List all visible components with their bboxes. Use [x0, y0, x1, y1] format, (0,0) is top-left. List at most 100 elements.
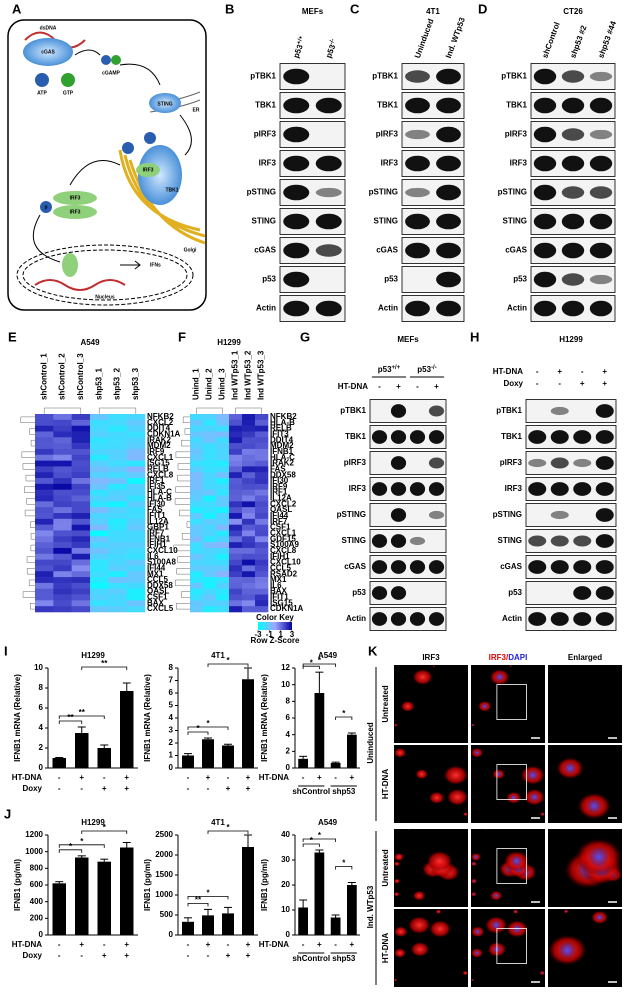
heatmap-cell — [242, 606, 256, 613]
error-bar — [77, 726, 86, 733]
band — [283, 155, 310, 172]
bar — [182, 921, 194, 935]
heatmap-cell — [126, 501, 146, 508]
band — [533, 213, 557, 230]
condition-mark: - — [536, 367, 539, 376]
label: IRF3 — [143, 167, 154, 173]
heatmap-cell — [229, 501, 243, 508]
row-label: pTBK1 — [496, 406, 522, 415]
heatmap-cell — [90, 565, 109, 572]
heatmap-cell — [126, 454, 146, 461]
bar — [330, 763, 341, 768]
band — [405, 129, 430, 140]
heatmap-cell — [35, 483, 54, 491]
error-bar — [184, 753, 192, 756]
band — [561, 186, 585, 199]
nucleus — [481, 703, 488, 710]
gene-label: S100A8 — [147, 558, 176, 567]
gene-label: RSAD2 — [270, 569, 298, 578]
zoom-box — [496, 684, 527, 720]
blot-strip — [369, 555, 447, 579]
heatmap-cell — [35, 600, 54, 607]
gene-label: GDF15 — [270, 534, 296, 543]
band — [589, 155, 613, 172]
superscript: +/+ — [392, 365, 401, 371]
cell — [394, 978, 398, 982]
heatmap-cell — [190, 478, 204, 485]
cell — [408, 916, 431, 934]
micrograph — [548, 829, 622, 907]
heatmap-cell — [53, 483, 72, 491]
heatmap-cell — [242, 419, 256, 426]
band — [436, 155, 461, 172]
band — [528, 612, 547, 626]
heatmap-cell — [108, 536, 127, 543]
heatmap-cell — [90, 571, 109, 578]
heatmap-cell — [90, 448, 109, 456]
gene-label: CDKN1A — [270, 604, 304, 613]
panel-letter: H — [470, 329, 479, 344]
column-label: Unind_2 — [205, 368, 214, 400]
heatmap-cell — [255, 472, 269, 479]
heatmap-cell — [126, 588, 146, 595]
row-label: pIRF3 — [505, 130, 528, 139]
band — [561, 128, 585, 141]
heatmap-cell — [203, 414, 217, 421]
heatmap-cell — [53, 472, 72, 479]
error-bar — [55, 881, 64, 884]
band — [589, 300, 613, 317]
gene-label: IL6 — [270, 581, 282, 590]
key-title: Color Key — [256, 613, 294, 622]
panel-letter: A — [12, 1, 22, 16]
y-tick-label: 6 — [39, 703, 44, 712]
band — [315, 187, 342, 198]
heatmap-cell — [53, 507, 72, 514]
condition-mark: + — [246, 773, 251, 782]
heatmap-cell — [71, 448, 91, 456]
heatmap-cell — [255, 443, 269, 450]
bar — [298, 907, 308, 935]
heatmap-cell — [216, 483, 230, 491]
heatmap-cell — [203, 536, 217, 543]
dendrogram — [22, 591, 35, 598]
heatmap-cell — [216, 495, 230, 502]
heatmap-cell — [108, 547, 127, 555]
heatmap-cell — [216, 582, 230, 590]
dendrogram — [29, 428, 35, 435]
dendrogram — [98, 407, 137, 414]
condition-mark: - — [103, 773, 106, 782]
band — [409, 536, 426, 546]
error-bar — [347, 732, 356, 735]
heatmap-cell — [53, 553, 72, 560]
label: STING — [157, 101, 172, 107]
cell — [446, 788, 468, 806]
dendrogram — [175, 451, 190, 458]
gene-label: BAX — [270, 587, 288, 596]
heatmap-cell — [242, 571, 256, 578]
heatmap-cell — [203, 582, 217, 590]
cell — [394, 747, 407, 758]
row-label: pIRF3 — [254, 130, 277, 139]
text-part: p53 — [324, 43, 337, 60]
condition-label: HT-DNA — [12, 773, 42, 782]
micrograph — [471, 665, 545, 743]
heatmap-cell — [53, 582, 72, 590]
heatmap-cell — [242, 542, 256, 549]
gene-label: IRF7 — [147, 528, 165, 537]
y-tick-label: 8 — [286, 696, 291, 705]
heatmap-cell — [126, 443, 146, 450]
heatmap-cell — [190, 606, 204, 613]
heatmap-cell — [71, 483, 91, 491]
blot-strip — [525, 607, 617, 631]
gene-label: IRF1 — [270, 488, 288, 497]
heatmap-cell — [53, 513, 72, 520]
heatmap-cell — [242, 454, 256, 461]
condition-mark: - — [207, 784, 210, 793]
band — [561, 273, 585, 286]
significance-bracket — [81, 666, 128, 670]
heatmap-cell — [53, 588, 72, 595]
condition-mark: + — [124, 951, 129, 960]
heatmap-cell — [35, 443, 54, 450]
condition-mark: + — [206, 773, 211, 782]
heatmap-cell — [216, 460, 230, 467]
